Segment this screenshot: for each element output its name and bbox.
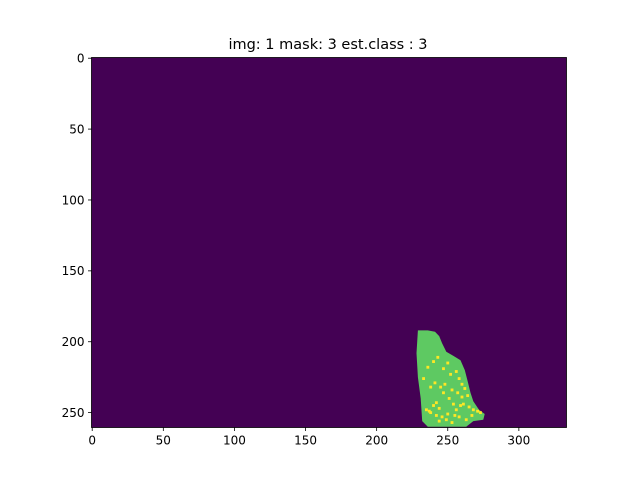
highlight-pixel bbox=[444, 418, 448, 422]
highlight-pixel bbox=[439, 385, 443, 389]
y-tick-label: 200 bbox=[62, 335, 85, 349]
highlight-pixel bbox=[476, 409, 480, 413]
highlight-pixel bbox=[450, 421, 454, 424]
highlight-pixel bbox=[464, 418, 468, 422]
y-tick-label: 50 bbox=[69, 122, 84, 136]
highlight-pixel bbox=[425, 408, 428, 412]
axes: 0 50 100 150 200 250 300 0 50 100 150 200 250 bbox=[62, 52, 567, 448]
x-tick-label: 300 bbox=[507, 434, 530, 448]
x-tick-label: 100 bbox=[223, 434, 246, 448]
highlight-pixel bbox=[456, 391, 460, 395]
highlight-pixel bbox=[434, 414, 438, 417]
highlight-pixel bbox=[440, 415, 444, 419]
mask-region bbox=[416, 330, 485, 427]
highlight-pixel bbox=[466, 394, 470, 398]
highlight-pixel bbox=[459, 404, 462, 407]
highlight-pixel bbox=[429, 411, 433, 415]
highlight-pixel bbox=[457, 377, 461, 381]
highlight-pixel bbox=[467, 405, 471, 409]
highlight-pixel bbox=[432, 404, 435, 407]
highlight-pixel bbox=[479, 411, 482, 415]
y-tick-label: 100 bbox=[62, 193, 85, 207]
highlight-pixel bbox=[454, 370, 458, 373]
highlight-pixel bbox=[436, 355, 440, 359]
highlight-pixel bbox=[463, 387, 467, 390]
highlight-pixel bbox=[450, 388, 454, 392]
highlight-pixel bbox=[432, 360, 435, 363]
highlight-pixel bbox=[437, 419, 441, 423]
highlight-pixel bbox=[433, 381, 437, 385]
x-tick-label: 0 bbox=[88, 434, 96, 448]
highlight-pixel bbox=[442, 367, 445, 371]
highlight-pixel bbox=[422, 377, 425, 381]
highlight-pixel bbox=[437, 406, 441, 410]
highlight-pixel bbox=[452, 402, 455, 406]
x-tick-label: 250 bbox=[436, 434, 459, 448]
highlight-pixel bbox=[429, 385, 433, 389]
highlight-pixel bbox=[460, 382, 464, 386]
highlight-pixel bbox=[446, 361, 450, 365]
highlight-pixel bbox=[442, 391, 445, 395]
y-tick-label: 250 bbox=[62, 406, 85, 420]
highlight-pixel bbox=[471, 408, 475, 412]
plot-area bbox=[91, 57, 567, 428]
highlight-pixel bbox=[426, 365, 430, 369]
highlight-pixel bbox=[470, 414, 474, 417]
x-tick-label: 150 bbox=[294, 434, 317, 448]
highlight-pixel bbox=[449, 372, 453, 376]
y-tick-label: 0 bbox=[77, 52, 85, 66]
highlight-pixel bbox=[460, 395, 464, 399]
x-tick-label: 50 bbox=[156, 434, 171, 448]
highlight-pixel bbox=[454, 408, 458, 412]
y-tick-label: 150 bbox=[62, 264, 85, 278]
axes-frame bbox=[91, 57, 567, 428]
highlight-pixel bbox=[447, 397, 451, 400]
highlight-pixel bbox=[457, 415, 461, 419]
highlight-pixel bbox=[434, 401, 438, 405]
x-tick-label: 200 bbox=[365, 434, 388, 448]
highlight-pixel bbox=[461, 402, 465, 406]
highlight-pixel bbox=[453, 414, 457, 417]
chart-title: img: 1 mask: 3 est.class : 3 bbox=[228, 37, 427, 53]
heatmap-background bbox=[91, 57, 567, 428]
highlight-pixel bbox=[446, 412, 450, 416]
highlight-pixel bbox=[443, 382, 447, 386]
